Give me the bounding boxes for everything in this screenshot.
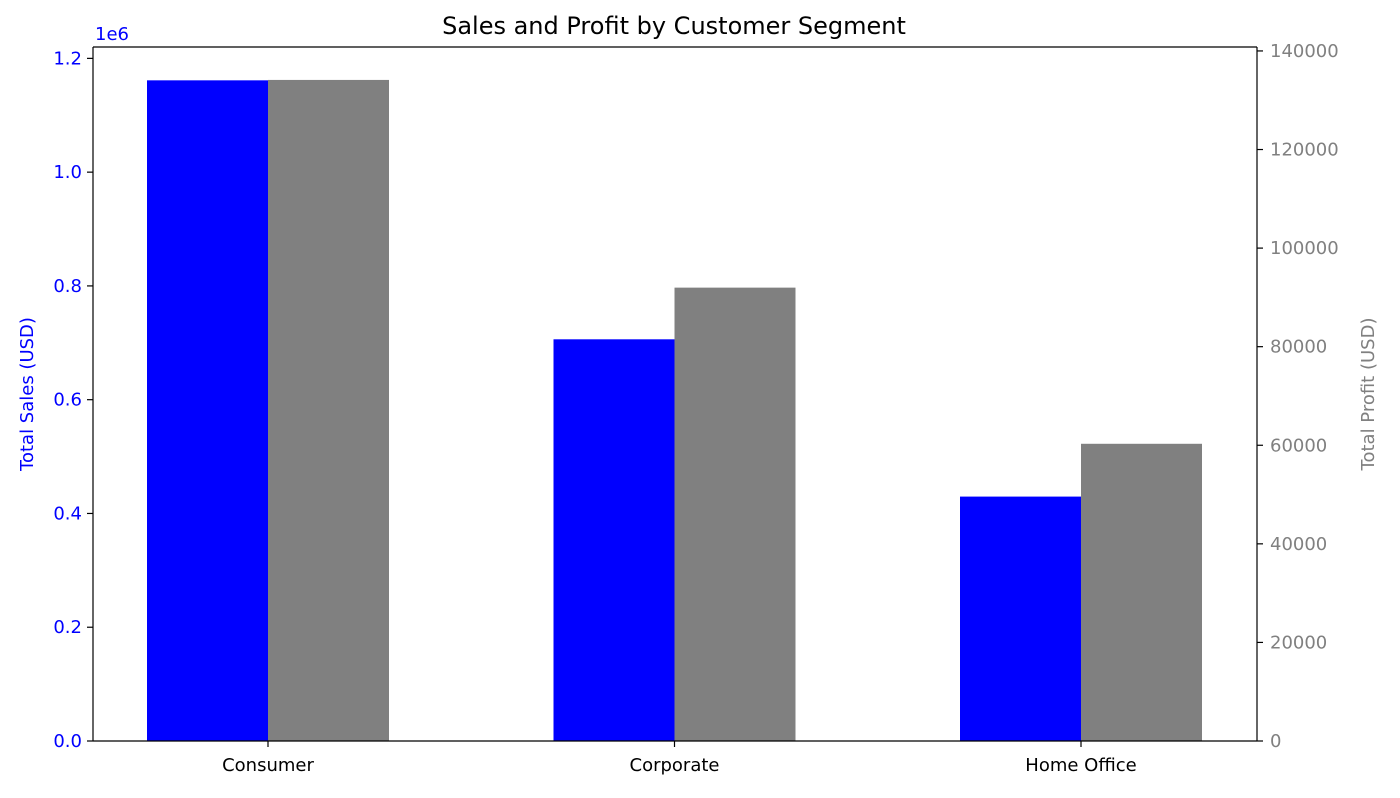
left-y-tick-label: 1.2: [53, 48, 82, 69]
bars-layer: [147, 79, 1202, 742]
profit-bar-home-office: [1081, 443, 1202, 741]
right-y-tick-label: 20000: [1270, 632, 1327, 653]
right-y-tick-label: 40000: [1270, 534, 1327, 555]
right-y-tick-label: 60000: [1270, 435, 1327, 456]
x-tick-label: Home Office: [1025, 755, 1136, 776]
sales-bar-home-office: [960, 496, 1081, 741]
right-y-tick-label: 100000: [1270, 238, 1339, 259]
sales-bar-consumer: [147, 80, 268, 742]
left-axis-label: Total Sales (USD): [17, 317, 38, 472]
right-y-tick-label: 80000: [1270, 337, 1327, 358]
left-y-tick-label: 0.4: [53, 503, 82, 524]
x-tick-label: Corporate: [630, 755, 720, 776]
left-y-tick-label: 0.2: [53, 617, 82, 638]
left-y-tick-label: 0.6: [53, 390, 82, 411]
left-axis-multiplier: 1e6: [95, 24, 129, 45]
profit-bar-consumer: [268, 79, 389, 742]
axes-layer: Consumer Corporate Home Office 0.0 0.2 0.4 0.6…: [17, 24, 1379, 776]
right-y-tick-label: 120000: [1270, 140, 1339, 161]
profit-bar-corporate: [674, 287, 796, 741]
x-tick-label: Consumer: [222, 755, 314, 776]
right-y-tick-label: 140000: [1270, 41, 1339, 62]
left-y-tick-label: 1.0: [53, 162, 82, 183]
left-y-tick-label: 0.0: [53, 731, 82, 752]
right-axis-label: Total Profit (USD): [1358, 318, 1379, 472]
chart-title: Sales and Profit by Customer Segment: [442, 12, 906, 40]
right-y-tick-label: 0: [1270, 731, 1281, 752]
sales-bar-corporate: [553, 339, 675, 741]
left-y-tick-label: 0.8: [53, 276, 82, 297]
